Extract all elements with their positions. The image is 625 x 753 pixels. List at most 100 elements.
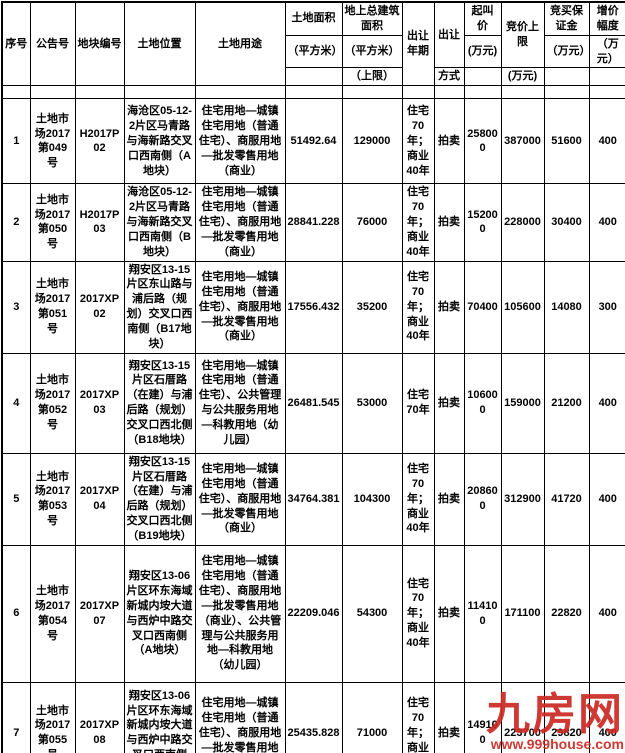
cell-start-price: 106000 xyxy=(463,352,502,454)
cell-deposit: 22820 xyxy=(543,544,590,683)
cell-location: 翔安区13-06片区环东海域新城内垵大道与西炉中路交叉口西南侧（A地块） xyxy=(123,544,196,683)
cell-gfa: 35200 xyxy=(341,260,403,354)
cell-start-price: 70400 xyxy=(463,260,502,354)
header-row-2: （平方米） （平方米） (万元) （万元） （万元） xyxy=(2,34,625,69)
cell-increment: 400 xyxy=(588,452,625,546)
cell-gfa: 54300 xyxy=(341,544,403,683)
cell-notice: 土地市场2017第052号 xyxy=(29,352,76,454)
table-row: 7 土地市场2017第055号 2017XP08 翔安区13-06片区环东海域新… xyxy=(1,681,625,753)
header-plot: 地块编号 xyxy=(74,1,125,87)
cell-plot: H2017P02 xyxy=(74,98,125,185)
header-increment-unit: （万元） xyxy=(588,34,625,69)
cell-plot: H2017P03 xyxy=(74,183,125,262)
cell-seq: 1 xyxy=(1,98,31,185)
cell-term: 住宅70年；商业40年 xyxy=(401,98,435,185)
cell-start-price: 114100 xyxy=(463,544,502,683)
cell-gfa: 104300 xyxy=(341,452,403,546)
table-row: 1 土地市场2017第049号 H2017P02 海沧区05-12-2片区马青路… xyxy=(1,98,625,185)
cell-area: 26481.545 xyxy=(284,352,343,454)
cell-term: 住宅70年；商业40年 xyxy=(401,681,435,753)
cell-method: 拍卖 xyxy=(433,260,465,354)
cell-plot: 2017XP02 xyxy=(74,260,125,354)
header-gfa-limit: （上限） xyxy=(341,67,403,87)
cell-deposit: 41720 xyxy=(543,452,590,546)
header-area-title: 土地面积 xyxy=(284,1,343,36)
header-term: 出让年期 xyxy=(401,1,435,87)
cell-plot: 2017XP08 xyxy=(74,681,125,753)
cell-gfa: 129000 xyxy=(341,98,403,185)
cell-cap: 387000 xyxy=(500,98,545,185)
header-gfa-title: 地上总建筑面积 xyxy=(341,1,403,36)
cell-seq: 2 xyxy=(1,183,31,262)
cell-notice: 土地市场2017第050号 xyxy=(29,183,76,262)
cell-location: 翔安区13-15片区石厝路（在建）与浦后路（规划）交叉口西北侧（B18地块） xyxy=(123,352,196,454)
cell-location: 翔安区13-06片区环东海域新城内垵大道与西炉中路交叉口西南侧（B地块） xyxy=(123,681,196,753)
table-row: 2 土地市场2017第050号 H2017P03 海沧区05-12-2片区马青路… xyxy=(1,183,625,262)
cell-method: 拍卖 xyxy=(433,681,465,753)
cell-gfa: 53000 xyxy=(341,352,403,454)
cell-term: 住宅70年 xyxy=(401,352,435,454)
header-deposit-title: 竞买保证金 xyxy=(543,1,590,36)
cell-start-price: 208600 xyxy=(463,452,502,546)
header-empty-cell xyxy=(463,67,502,87)
cell-use: 住宅用地—城镇住宅用地（普通住宅）、商服用地—批发零售用地（商业）、公共管理与公… xyxy=(194,544,286,683)
header-cap-title: 竞价上限 xyxy=(500,1,545,69)
cell-start-price: 149100 xyxy=(463,681,502,753)
table-row: 5 土地市场2017第053号 2017XP04 翔安区13-15片区石厝路（在… xyxy=(1,452,625,546)
cell-increment: 400 xyxy=(588,98,625,185)
header-seq: 序号 xyxy=(1,1,31,87)
header-notice: 公告号 xyxy=(29,1,76,87)
header-empty-cell xyxy=(74,85,125,100)
header-row-1: 序号 公告号 地块编号 土地位置 土地用途 土地面积 地上总建筑面积 出让年期 … xyxy=(1,1,625,87)
cell-notice: 土地市场2017第053号 xyxy=(29,452,76,546)
cell-notice: 土地市场2017第055号 xyxy=(29,681,76,753)
header-empty-cell xyxy=(401,85,435,100)
header-empty-cell xyxy=(1,85,31,100)
header-method-title: 出让 xyxy=(433,1,465,69)
header-empty-cell xyxy=(29,85,76,100)
cell-notice: 土地市场2017第054号 xyxy=(29,544,76,683)
cell-notice: 土地市场2017第049号 xyxy=(29,98,76,185)
cell-cap: 171100 xyxy=(500,544,545,683)
cell-method: 拍卖 xyxy=(433,98,465,185)
cell-location: 海沧区05-12-2片区马青路与海新路交叉口西南侧（A地块） xyxy=(123,98,196,185)
header-empty-cell xyxy=(588,67,625,87)
cell-cap: 228000 xyxy=(500,183,545,262)
cell-location: 海沧区05-12-2片区马青路与海新路交叉口西南侧（B地块） xyxy=(123,183,196,262)
cell-increment: 400 xyxy=(588,183,625,262)
cell-use: 住宅用地—城镇住宅用地（普通住宅）、商服用地—批发零售用地（商业） xyxy=(194,681,286,753)
header-start-title: 起叫价 xyxy=(463,1,502,36)
table-row: 6 土地市场2017第054号 2017XP07 翔安区13-06片区环东海域新… xyxy=(1,544,625,683)
cell-use: 住宅用地—城镇住宅用地（普通住宅）、商服用地—批发零售用地（商业） xyxy=(194,98,286,185)
cell-area: 25435.828 xyxy=(284,681,343,753)
header-area-unit: （平方米） xyxy=(284,34,343,69)
table-row: 3 土地市场2017第051号 2017XP02 翔安区13-15片区东山路与浦… xyxy=(1,260,625,354)
cell-increment: 400 xyxy=(588,681,625,753)
header-empty-cell xyxy=(588,85,625,100)
cell-term: 住宅70年；商业40年 xyxy=(401,260,435,354)
header-location: 土地位置 xyxy=(123,1,196,87)
header-increment-title: 增价幅度 xyxy=(588,1,625,36)
cell-cap: 105600 xyxy=(500,260,545,354)
header-deposit-unit: （万元） xyxy=(543,34,590,69)
cell-method: 拍卖 xyxy=(433,183,465,262)
cell-deposit: 14080 xyxy=(543,260,590,354)
header-empty-cell xyxy=(463,85,502,100)
cell-start-price: 152000 xyxy=(463,183,502,262)
cell-method: 拍卖 xyxy=(433,352,465,454)
cell-method: 拍卖 xyxy=(433,452,465,546)
header-spacer-row xyxy=(1,85,625,100)
header-empty-cell xyxy=(543,85,590,100)
cell-cap: 223700 xyxy=(500,681,545,753)
cell-deposit: 21200 xyxy=(543,352,590,454)
header-empty-cell xyxy=(543,67,590,87)
cell-gfa: 71000 xyxy=(341,681,403,753)
header-empty-cell xyxy=(433,85,465,100)
cell-seq: 5 xyxy=(1,452,31,546)
cell-use: 住宅用地—城镇住宅用地（普通住宅）、商服用地—批发零售用地（商业） xyxy=(194,183,286,262)
cell-cap: 312900 xyxy=(500,452,545,546)
table-row: 4 土地市场2017第052号 2017XP03 翔安区13-15片区石厝路（在… xyxy=(1,352,625,454)
header-start-unit: (万元) xyxy=(463,34,502,69)
header-empty-cell xyxy=(284,85,343,100)
